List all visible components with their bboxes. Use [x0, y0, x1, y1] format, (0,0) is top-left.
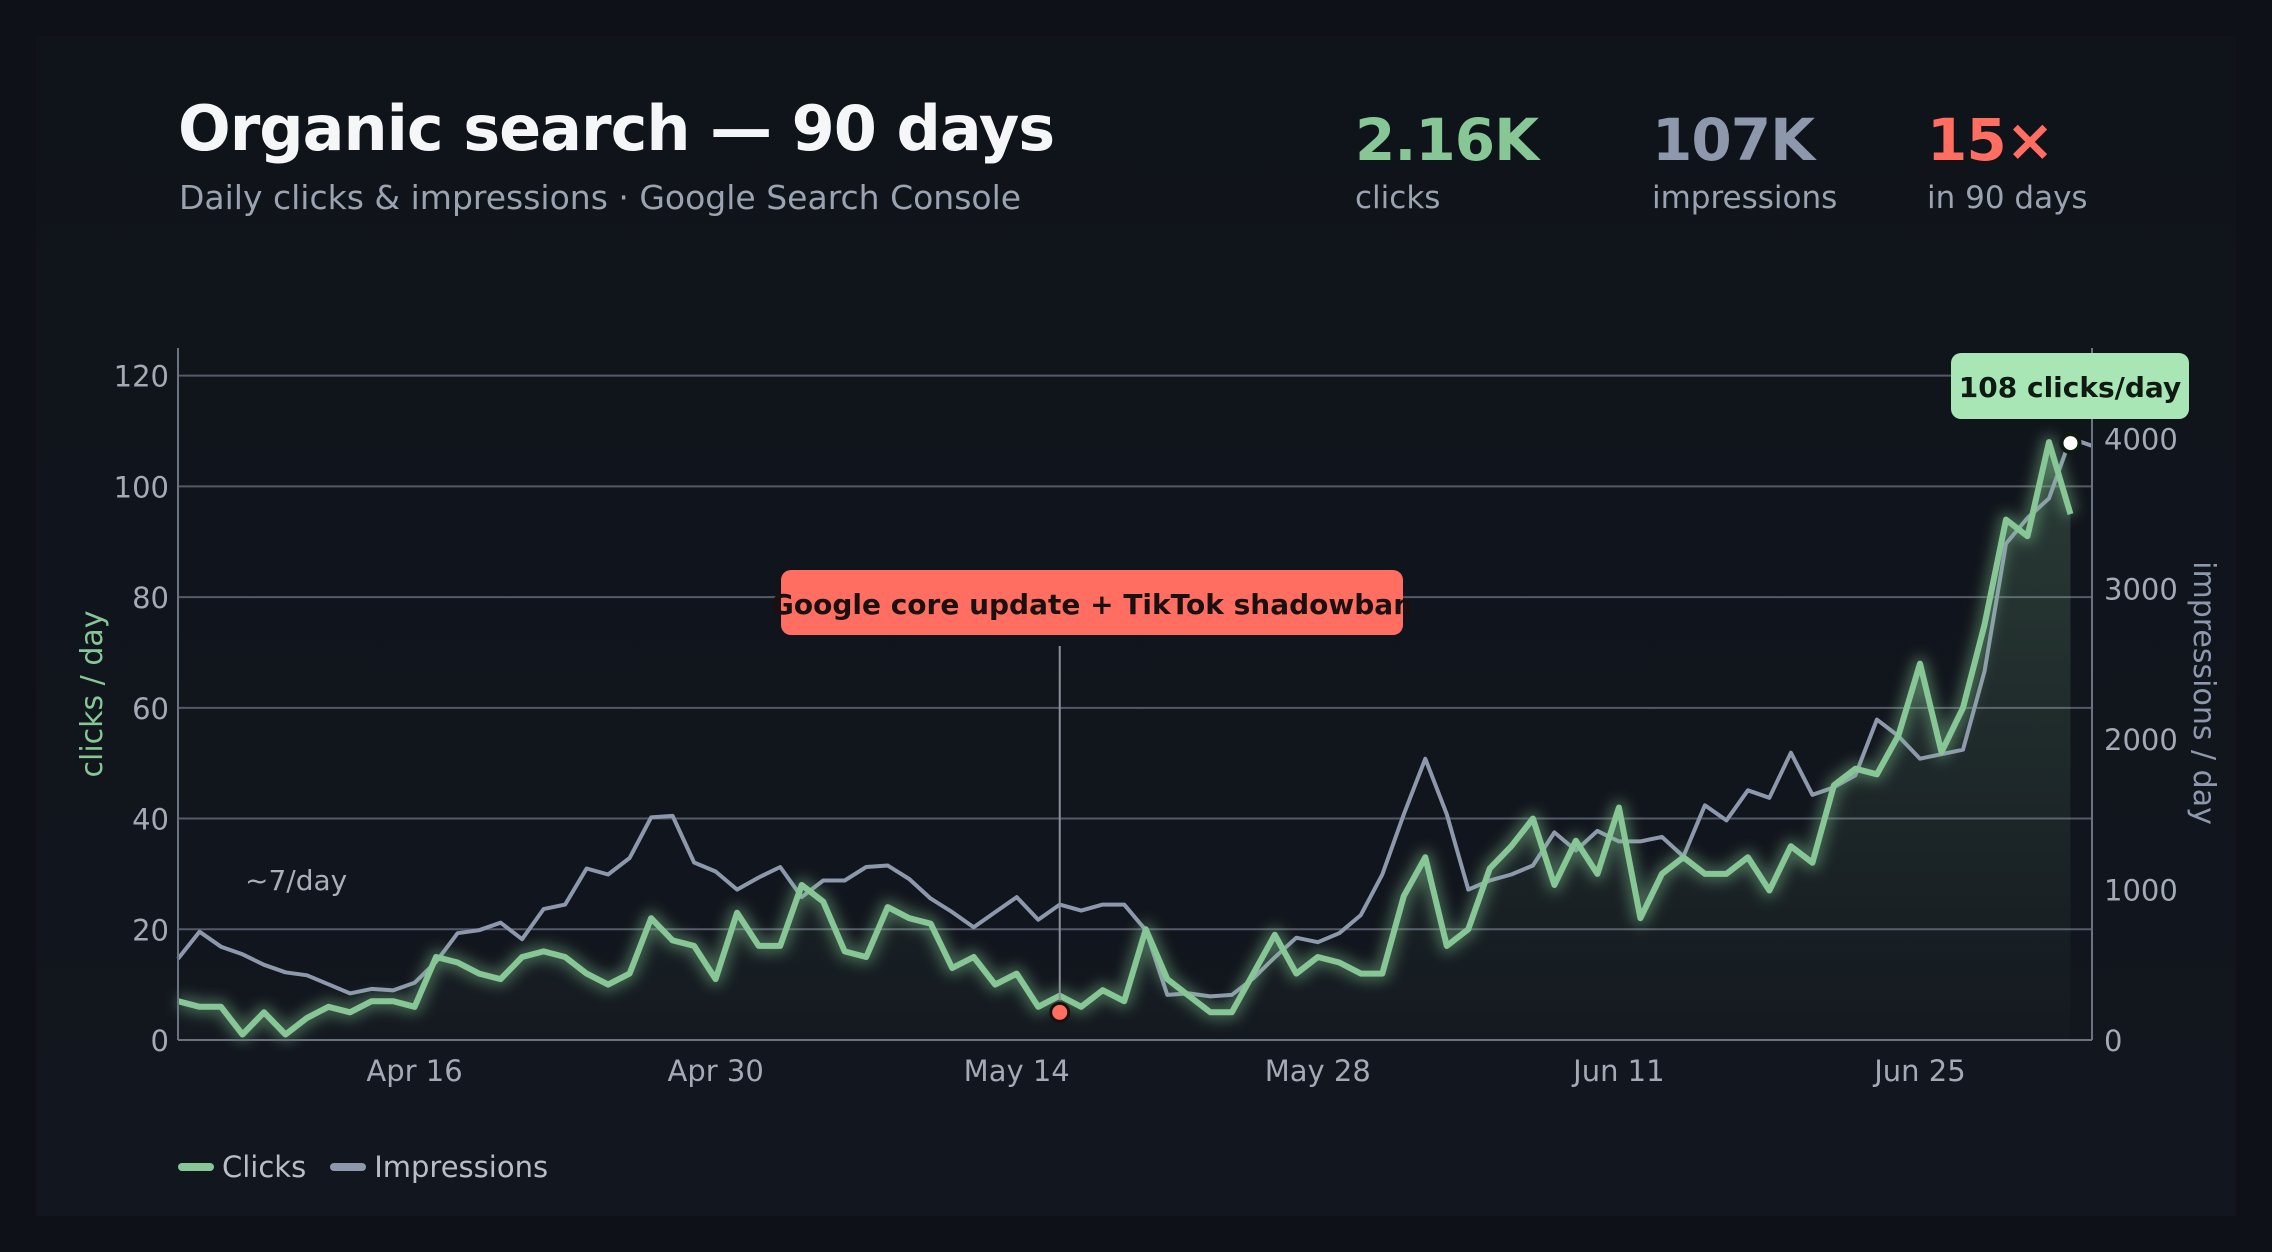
- legend: Clicks Impressions: [178, 1150, 548, 1184]
- clicks-area: [178, 442, 2071, 1041]
- axes: 0 20 40 60 80 100 120 0 1000 2000 3000 4000 Apr 16 Ap…: [75, 348, 2221, 1088]
- y2-tick-label-0: 0: [2104, 1024, 2122, 1058]
- annotation-positive-text: 108 clicks/day: [1959, 371, 2181, 404]
- clicks-line: [177, 439, 2074, 1038]
- annotation-positive-box: [1951, 353, 2189, 419]
- x-tick-label-5: Jun 25: [1872, 1054, 1965, 1088]
- kpi-clicks-label: clicks: [1355, 180, 1441, 216]
- annotations: Google core update + TikTok shadowban 108…: [245, 353, 2189, 1023]
- legend-label-clicks: Clicks: [222, 1150, 307, 1184]
- x-tick-label-3: May 28: [1265, 1054, 1371, 1088]
- legend-item-clicks[interactable]: Clicks: [178, 1150, 306, 1184]
- y-tick-label-100: 100: [114, 470, 169, 504]
- y-tick-label-80: 80: [132, 581, 169, 615]
- legend-item-impressions[interactable]: Impressions: [330, 1150, 548, 1184]
- annotation-negative-box: [781, 570, 1403, 635]
- min-point-marker: [1049, 1001, 1071, 1023]
- series-lines: [176, 435, 2093, 1042]
- legend-swatch-clicks: [178, 1163, 214, 1171]
- legend-swatch-impressions: [330, 1163, 367, 1171]
- kpi-impressions-value: 107K: [1652, 106, 1815, 174]
- y2-tick-label-4000: 4000: [2104, 422, 2178, 456]
- x-tick-label-2: May 14: [964, 1054, 1070, 1088]
- grid: [178, 374, 2092, 931]
- y-tick-label-60: 60: [132, 692, 169, 726]
- y2-tick-label-2000: 2000: [2104, 723, 2178, 757]
- y-tick-label-0: 0: [151, 1024, 169, 1058]
- kpi-growth: 15× in 90 days: [1927, 104, 2088, 216]
- legend-label-impressions: Impressions: [374, 1150, 549, 1184]
- annotation-baseline-text: ~7/day: [245, 864, 347, 897]
- x-tick-label-0: Apr 16: [366, 1054, 462, 1088]
- kpi-growth-value: 15×: [1927, 106, 2054, 174]
- page-title: Organic search — 90 days: [178, 92, 1055, 165]
- annotation-negative-text: Google core update + TikTok shadowban: [771, 588, 1413, 621]
- kpi-clicks: 2.16K clicks: [1355, 104, 1539, 216]
- y-tick-label-20: 20: [132, 913, 169, 947]
- clicks-area-fill: [178, 442, 2071, 1041]
- kpi-impressions-label: impressions: [1652, 180, 1838, 216]
- peak-point-marker: [2059, 432, 2082, 455]
- y-tick-label-120: 120: [114, 360, 169, 394]
- y2-tick-label-3000: 3000: [2104, 573, 2178, 607]
- y-axis-title: clicks / day: [75, 610, 110, 777]
- x-tick-label-1: Apr 30: [667, 1054, 763, 1088]
- y2-tick-label-1000: 1000: [2104, 874, 2178, 908]
- y-tick-label-40: 40: [132, 803, 169, 837]
- page-subtitle: Daily clicks & impressions · Google Sear…: [179, 178, 1022, 217]
- kpi-clicks-value: 2.16K: [1355, 106, 1539, 174]
- impressions-line: [176, 436, 2093, 999]
- y2-axis-title: impressions / day: [2186, 561, 2221, 825]
- kpi-growth-label: in 90 days: [1927, 180, 2088, 216]
- x-tick-label-4: Jun 11: [1571, 1054, 1664, 1088]
- kpi-impressions: 107K impressions: [1652, 104, 1837, 216]
